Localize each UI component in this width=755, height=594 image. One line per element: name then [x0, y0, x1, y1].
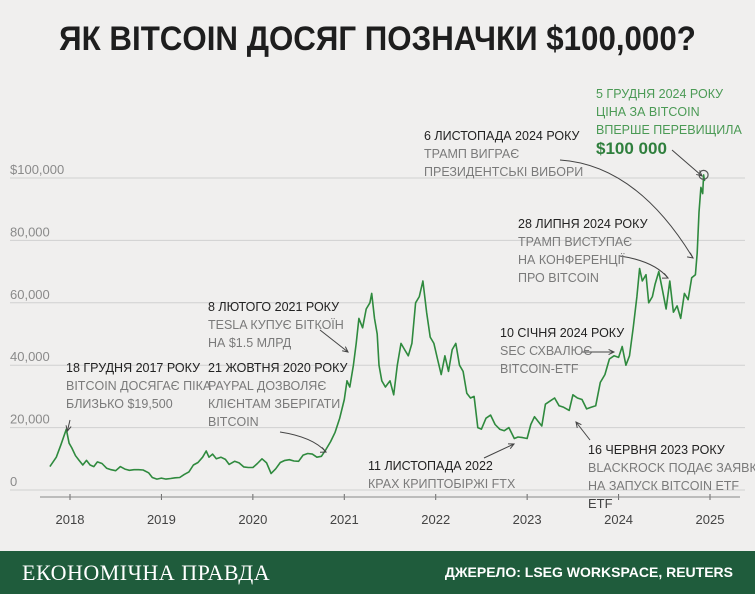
annotation-date: 21 ЖОВТНЯ 2020 РОКУ [208, 361, 348, 375]
annotation-text: КРАХ КРИПТОБІРЖІ FTX [368, 477, 516, 491]
annotation: 28 ЛИПНЯ 2024 РОКУ ТРАМП ВИСТУПАЄ НА КОНФЕ… [518, 217, 648, 285]
etf-axis-label: ETF [588, 496, 613, 511]
x-tick-label: 2023 [513, 512, 542, 527]
y-tick-label: $100,000 [10, 162, 64, 177]
annotation-text: ПРО BITCOIN [518, 271, 599, 285]
annotation: 10 СІЧНЯ 2024 РОКУ SEC СХВАЛЮЄ BITCOIN-ETF [500, 326, 624, 376]
annotation-arrow [483, 443, 515, 459]
annotation-text: ВПЕРШЕ ПЕРЕВИЩИЛА [596, 123, 742, 137]
annotation-arrow [66, 419, 71, 432]
annotation-text: НА КОНФЕРЕНЦІЇ [518, 253, 625, 267]
y-tick-label: 40,000 [10, 349, 50, 364]
annotation-text: BLACKROCK ПОДАЄ ЗАЯВКУ [588, 461, 755, 475]
annotation-text: НА $1.5 МЛРД [208, 336, 292, 350]
annotations: 18 ГРУДНЯ 2017 РОКУ BITCOIN ДОСЯГАЄ ПІКА Б… [66, 87, 755, 493]
annotation-highlight: $100 000 [596, 139, 667, 158]
annotation: 18 ГРУДНЯ 2017 РОКУ BITCOIN ДОСЯГАЄ ПІКА Б… [66, 361, 212, 411]
annotation-text: ТРАМП ВИСТУПАЄ [518, 235, 632, 249]
peak-marker [698, 169, 709, 180]
grid-lines [10, 177, 745, 491]
arrowhead [575, 421, 582, 428]
arrowhead [507, 443, 516, 449]
annotation-text: PAYPAL ДОЗВОЛЯЄ [208, 379, 326, 393]
annotation: 21 ЖОВТНЯ 2020 РОКУ PAYPAL ДОЗВОЛЯЄ КЛІЄНТ… [208, 361, 348, 429]
annotation-arrow [671, 149, 703, 177]
annotation-text: TESLA КУПУЄ БІТКОЇН [208, 318, 344, 332]
brand-logo: ЕКОНОМІЧНА ПРАВДА [22, 560, 271, 585]
annotation-date: 11 ЛИСТОПАДА 2022 [368, 459, 493, 473]
annotation-date: 5 ГРУДНЯ 2024 РОКУ [596, 87, 723, 101]
annotation-date: 28 ЛИПНЯ 2024 РОКУ [518, 217, 648, 231]
annotation-arrow [279, 431, 327, 453]
annotation-arrow [319, 329, 349, 353]
arrowhead [342, 346, 349, 353]
annotation: 11 ЛИСТОПАДА 2022 КРАХ КРИПТОБІРЖІ FTX [368, 459, 516, 491]
x-tick-label: 2024 [604, 512, 633, 527]
x-axis-ticks: 2018 2019 2020 2021 2022 2023 2024 2025 ETF [40, 494, 740, 527]
annotation-text: НА ЗАПУСК BITCOIN ETF [588, 479, 739, 493]
x-tick-label: 2025 [696, 512, 725, 527]
annotation: 16 ЧЕРВНЯ 2023 РОКУ BLACKROCK ПОДАЄ ЗАЯВК… [588, 443, 755, 493]
x-tick-label: 2018 [56, 512, 85, 527]
y-tick-label: 0 [10, 474, 17, 489]
arrowhead [608, 348, 616, 356]
annotation-arrows [65, 149, 703, 459]
annotation-arrow [559, 159, 694, 259]
chart-title: ЯК BITCOIN ДОСЯГ ПОЗНАЧКИ $100,000? [59, 20, 696, 58]
annotation-date: 6 ЛИСТОПАДА 2024 РОКУ [424, 129, 580, 143]
x-tick-label: 2020 [238, 512, 267, 527]
annotation-text: ЦІНА ЗА BITCOIN [596, 105, 700, 119]
annotation-text: КЛІЄНТАМ ЗБЕРІГАТИ [208, 397, 340, 411]
annotation-arrow [575, 421, 591, 441]
y-tick-label: 80,000 [10, 224, 50, 239]
annotation-date: 10 СІЧНЯ 2024 РОКУ [500, 326, 624, 340]
annotation-text: ПРЕЗИДЕНТСЬКІ ВИБОРИ [424, 165, 583, 179]
arrowhead [696, 170, 703, 177]
annotation-text: BITCOIN ДОСЯГАЄ ПІКА [66, 379, 212, 393]
footer: ЕКОНОМІЧНА ПРАВДА ДЖЕРЕЛО: LSEG WORKSPAC… [0, 551, 755, 594]
annotation: 6 ЛИСТОПАДА 2024 РОКУ ТРАМП ВИГРАЄ ПРЕЗИДЕ… [424, 129, 583, 179]
arrowhead [687, 252, 694, 259]
source-note: ДЖЕРЕЛО: LSEG WORKSPACE, REUTERS [444, 564, 733, 580]
annotation-arrow [619, 255, 669, 279]
y-tick-label: 60,000 [10, 287, 50, 302]
annotation-text: БЛИЗЬКО $19,500 [66, 397, 173, 411]
annotation-date: 18 ГРУДНЯ 2017 РОКУ [66, 361, 200, 375]
annotation-text: SEC СХВАЛЮЄ [500, 344, 592, 358]
annotation-text: BITCOIN [208, 415, 259, 429]
annotation-text: ТРАМП ВИГРАЄ [424, 147, 519, 161]
x-tick-label: 2019 [147, 512, 176, 527]
annotation-text: BITCOIN-ETF [500, 362, 579, 376]
arrowhead [661, 273, 670, 279]
annotation: 8 ЛЮТОГО 2021 РОКУ TESLA КУПУЄ БІТКОЇН НА … [208, 300, 344, 350]
y-axis-ticks: 0 20,000 40,000 60,000 80,000 $100,000 [10, 162, 64, 489]
annotation-date: 8 ЛЮТОГО 2021 РОКУ [208, 300, 339, 314]
x-tick-label: 2022 [421, 512, 450, 527]
annotation-date: 16 ЧЕРВНЯ 2023 РОКУ [588, 443, 725, 457]
arrowhead [319, 447, 328, 453]
annotation: 5 ГРУДНЯ 2024 РОКУ ЦІНА ЗА BITCOIN ВПЕРШЕ … [596, 87, 742, 158]
price-line [49, 174, 706, 480]
x-tick-label: 2021 [330, 512, 359, 527]
y-tick-label: 20,000 [10, 412, 50, 427]
arrowhead [65, 425, 72, 433]
